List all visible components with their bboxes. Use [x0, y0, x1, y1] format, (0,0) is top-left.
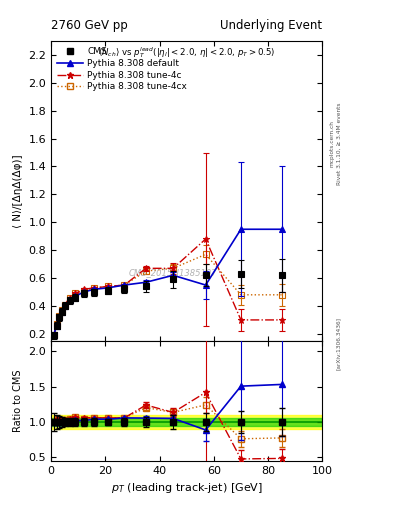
Text: 2760 GeV pp: 2760 GeV pp — [51, 19, 128, 32]
Text: Rivet 3.1.10, ≥ 3.4M events: Rivet 3.1.10, ≥ 3.4M events — [336, 102, 341, 185]
Text: [arXiv:1306.3436]: [arXiv:1306.3436] — [336, 316, 341, 370]
Text: Underlying Event: Underlying Event — [220, 19, 322, 32]
Text: $\langle N_{ch}\rangle$ vs $p_T^{lead}$($|\eta_l|$$<$2.0, $\eta$$|$$<$2.0, $p_T$: $\langle N_{ch}\rangle$ vs $p_T^{lead}$(… — [98, 46, 275, 60]
X-axis label: $p_T$ (leading track-jet) [GeV]: $p_T$ (leading track-jet) [GeV] — [111, 481, 263, 495]
Text: CMS_2015_I1385107: CMS_2015_I1385107 — [129, 268, 217, 277]
Bar — [51, 418, 322, 425]
Y-axis label: ⟨ N⟩/[ΔηΔ(Δφ)]: ⟨ N⟩/[ΔηΔ(Δφ)] — [13, 154, 23, 228]
Bar — [51, 415, 322, 429]
Y-axis label: Ratio to CMS: Ratio to CMS — [13, 370, 23, 432]
Text: mcplots.cern.ch: mcplots.cern.ch — [330, 120, 334, 167]
Legend: CMS, Pythia 8.308 default, Pythia 8.308 tune-4c, Pythia 8.308 tune-4cx: CMS, Pythia 8.308 default, Pythia 8.308 … — [55, 46, 189, 93]
